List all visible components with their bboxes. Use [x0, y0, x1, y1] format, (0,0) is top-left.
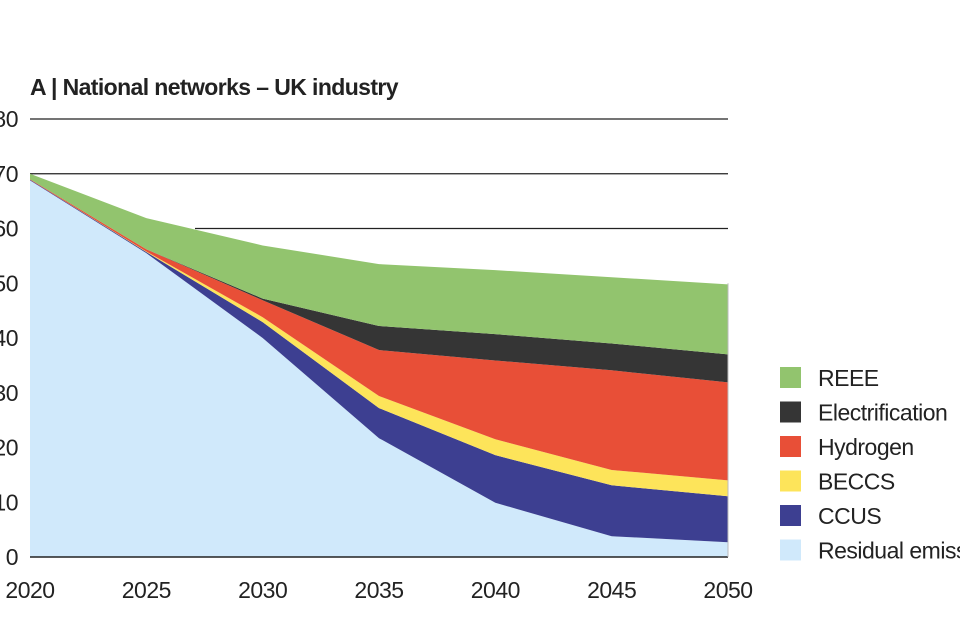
y-tick-label: 50 [0, 270, 18, 296]
y-tick-label: 70 [0, 161, 18, 187]
y-tick-label: 10 [0, 489, 18, 515]
x-tick-label: 2025 [122, 577, 171, 603]
y-tick-label: 30 [0, 380, 18, 406]
legend-label: Residual emissions [818, 538, 960, 564]
legend-item: Residual emissions [780, 538, 960, 564]
y-tick-label: 0 [6, 544, 18, 570]
legend-label: Hydrogen [818, 434, 914, 460]
legend-item: CCUS [780, 503, 882, 529]
area-residual-emissions [30, 180, 728, 557]
legend-swatch [780, 470, 801, 492]
legend-swatch [780, 401, 801, 423]
legend-swatch [780, 436, 801, 457]
x-tick-label: 2030 [238, 577, 287, 603]
legend-swatch [780, 539, 801, 561]
chart-title: A | National networks – UK industry [30, 74, 399, 100]
legend-item: BECCS [780, 469, 895, 495]
y-tick-label: 40 [0, 325, 18, 351]
x-tick-label: 2045 [587, 577, 636, 603]
legend-label: Electrification [818, 400, 947, 426]
legend-item: Hydrogen [780, 434, 914, 460]
area-electrification [30, 179, 728, 383]
x-tick-label: 2050 [703, 577, 752, 603]
legend-swatch [780, 367, 801, 388]
legend-swatch [780, 505, 801, 526]
legend-label: BECCS [818, 469, 895, 495]
legend-item: Electrification [780, 400, 948, 426]
legend-label: REEE [818, 365, 879, 391]
y-tick-label: 20 [0, 435, 18, 461]
area-hydrogen [30, 179, 728, 481]
y-tick-label: 80 [0, 106, 18, 132]
area-reee [30, 173, 728, 355]
area-ccus [30, 179, 728, 543]
legend-label: CCUS [818, 503, 881, 529]
y-tick-label: 60 [0, 216, 18, 242]
x-tick-label: 2020 [5, 577, 54, 603]
x-tick-label: 2035 [354, 577, 403, 603]
x-tick-label: 2040 [471, 577, 520, 603]
legend-item: REEE [780, 365, 879, 391]
